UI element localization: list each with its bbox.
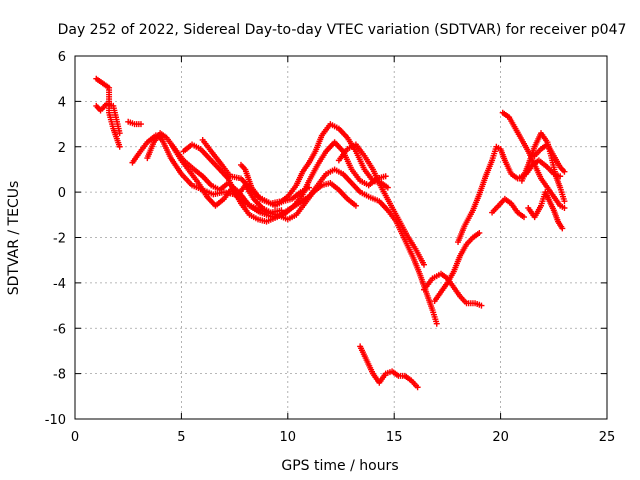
y-axis-label: SDTVAR / TECUs: [6, 181, 22, 296]
y-tick-label: -2: [53, 232, 66, 247]
x-axis-label: GPS time / hours: [281, 458, 398, 474]
series-track-r: [531, 141, 568, 175]
data-point: [116, 143, 123, 150]
data-point: [561, 205, 568, 212]
grid-layer: [75, 56, 607, 419]
x-tick-label: 25: [599, 430, 616, 445]
series-track-p: [518, 130, 568, 205]
series-track-c: [125, 118, 144, 128]
data-point: [306, 184, 313, 191]
series-track-h: [199, 136, 313, 209]
data-point: [384, 184, 391, 191]
series-track-q: [525, 189, 566, 232]
data-point: [278, 207, 285, 214]
data-point: [521, 214, 528, 221]
data-point: [414, 384, 421, 391]
x-tick-label: 0: [71, 430, 79, 445]
series-track-j: [335, 141, 427, 268]
y-tick-label: -8: [53, 368, 66, 383]
data-point: [433, 320, 440, 327]
plot-frame: [74, 55, 608, 420]
series-track-s: [357, 343, 421, 391]
y-tick-label: 6: [58, 50, 66, 65]
series-layer: [93, 75, 568, 391]
y-tick-label: 2: [58, 141, 66, 156]
data-point: [478, 302, 485, 309]
series-track-n: [489, 195, 528, 221]
y-tick-label: 4: [58, 95, 66, 110]
y-tick-label: 0: [58, 186, 66, 201]
y-tick-label: -10: [45, 413, 66, 428]
data-point: [476, 229, 483, 236]
chart-title: Day 252 of 2022, Sidereal Day-to-day VTE…: [58, 22, 627, 38]
data-point: [561, 198, 568, 205]
x-tick-label: 5: [177, 430, 185, 445]
x-tick-label: 15: [386, 430, 403, 445]
y-tick-label: -6: [53, 322, 66, 337]
series-track-b: [93, 100, 123, 137]
data-point: [137, 121, 144, 128]
data-point: [116, 130, 123, 137]
series-track-a: [93, 75, 123, 150]
data-point: [561, 168, 568, 175]
series-track-l: [431, 229, 483, 305]
data-point: [382, 173, 389, 180]
axis-layer: 0 5 10 15 20 25 -10 -8 -6 -4 -2 0 2 4 6: [45, 50, 616, 445]
x-tick-label: 20: [492, 430, 509, 445]
x-tick-label: 10: [280, 430, 297, 445]
series-track-m: [455, 143, 564, 246]
data-point: [559, 225, 566, 232]
y-tick-label: -4: [53, 277, 66, 292]
series-track-o: [499, 109, 568, 212]
data-point: [420, 261, 427, 268]
data-point: [352, 202, 359, 209]
